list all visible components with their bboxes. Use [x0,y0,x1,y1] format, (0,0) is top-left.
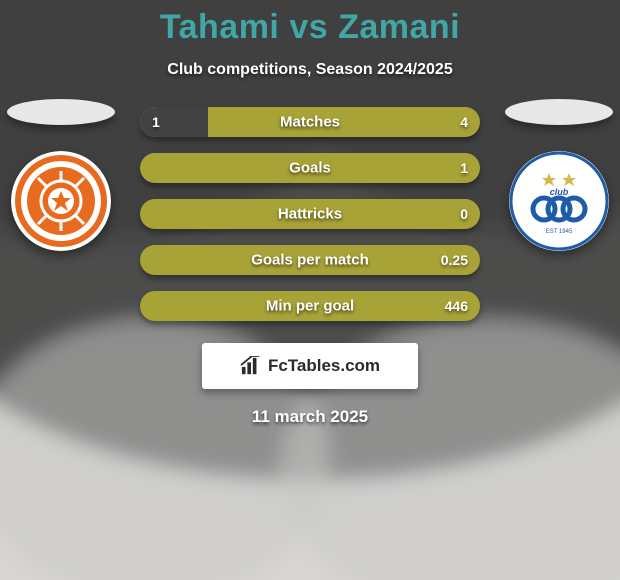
stat-label: Goals [140,160,480,177]
stat-label: Matches [140,114,480,131]
brand-chart-icon [240,356,262,376]
player-left-silhouette [7,99,115,125]
comparison-panel: club EST 1945 1Matches4Goals1Hattricks0G… [0,107,620,427]
stat-bars: 1Matches4Goals1Hattricks0Goals per match… [140,107,480,321]
stat-bar: Goals per match0.25 [140,245,480,275]
stat-right-value: 0 [460,206,468,222]
stat-bar: Goals1 [140,153,480,183]
brand-text: FcTables.com [268,356,380,376]
club-emblem-right-icon: club EST 1945 [509,151,609,251]
stat-bar: Min per goal446 [140,291,480,321]
svg-text:EST 1945: EST 1945 [546,229,573,235]
stat-right-value: 4 [460,114,468,130]
date-label: 11 march 2025 [0,407,620,427]
stat-label: Min per goal [140,298,480,315]
stat-right-value: 0.25 [441,252,468,268]
player-right-column: club EST 1945 [504,99,614,251]
page-title: Tahami vs Zamani [0,0,620,47]
stat-label: Goals per match [140,252,480,269]
club-badge-left [11,151,111,251]
stat-right-value: 1 [460,160,468,176]
club-emblem-left-icon [11,151,111,251]
player-left-column [6,99,116,251]
subtitle: Club competitions, Season 2024/2025 [0,61,620,79]
brand-badge[interactable]: FcTables.com [202,343,418,389]
club-badge-right: club EST 1945 [509,151,609,251]
stat-label: Hattricks [140,206,480,223]
stat-bar: 1Matches4 [140,107,480,137]
stat-right-value: 446 [445,298,468,314]
svg-text:club: club [550,187,569,197]
player-right-silhouette [505,99,613,125]
stat-bar: Hattricks0 [140,199,480,229]
